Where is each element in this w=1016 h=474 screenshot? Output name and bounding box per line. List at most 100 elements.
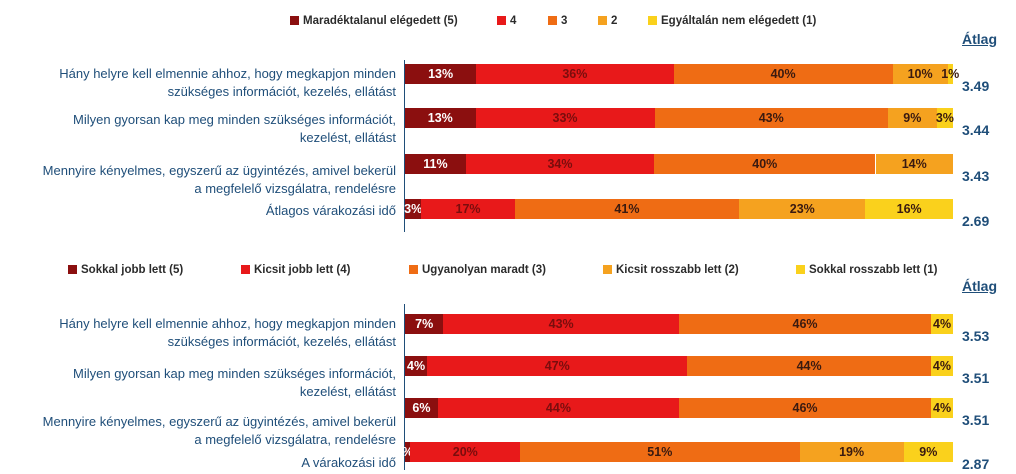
legend-swatch xyxy=(290,16,299,25)
bar-segment xyxy=(405,398,438,418)
data-label: 46% xyxy=(792,317,818,331)
bar-segment xyxy=(654,108,888,128)
legend-label: 4 xyxy=(510,15,517,27)
average-header: Átlag xyxy=(962,31,997,47)
data-label: 44% xyxy=(796,359,822,373)
data-label: 46% xyxy=(792,401,818,415)
legend-label: Maradéktalanul elégedett (5) xyxy=(303,15,458,27)
stacked-bar: 13% 33% 43% 9% 3% xyxy=(405,108,954,128)
bar-segment xyxy=(405,154,466,174)
bar-segment xyxy=(903,442,953,462)
bar-segment xyxy=(476,64,674,84)
data-label: 44% xyxy=(545,401,571,415)
bar-segment xyxy=(739,199,866,219)
bar-segment xyxy=(405,356,428,376)
legend-item: Kicsit jobb lett (4) xyxy=(241,262,350,278)
data-label: 4% xyxy=(932,359,951,373)
legend-label: Sokkal jobb lett (5) xyxy=(81,264,184,276)
legend-item: Sokkal rosszabb lett (1) xyxy=(796,262,937,278)
data-label: 13% xyxy=(428,67,454,81)
legend-item: 4 xyxy=(497,13,516,29)
row-label: kezelést, ellátást xyxy=(299,384,396,399)
legend-label: Kicsit jobb lett (4) xyxy=(254,264,351,276)
row-label: Hány helyre kell elmennie ahhoz, hogy me… xyxy=(59,66,396,81)
data-label: 20% xyxy=(452,445,478,459)
row-label: Milyen gyorsan kap meg minden szükséges … xyxy=(73,366,396,381)
data-label: 3% xyxy=(404,202,423,216)
data-label: 43% xyxy=(758,111,784,125)
legend-label: 2 xyxy=(611,15,618,27)
average-value: 3.49 xyxy=(962,78,990,94)
bar-segment xyxy=(865,199,953,219)
bar-segment xyxy=(931,398,953,418)
bar-segment xyxy=(475,108,655,128)
average-value: 3.51 xyxy=(962,412,990,428)
data-label: 13% xyxy=(427,111,453,125)
bar-segment xyxy=(679,314,932,334)
data-label: 11% xyxy=(423,157,448,171)
data-label: 41% xyxy=(614,202,640,216)
bar-segment xyxy=(410,442,521,462)
bar-segment xyxy=(443,314,679,334)
stacked-bar: % 20% 51% 19% 9% xyxy=(402,442,953,462)
bar-segment xyxy=(936,108,953,128)
row-label: a megfelelő vizsgálatra, rendelésre xyxy=(194,181,396,196)
stacked-bar: 11% 34% 40% 14% xyxy=(405,154,953,174)
data-label: 23% xyxy=(789,202,815,216)
bar-segment xyxy=(405,64,477,84)
data-label: % xyxy=(402,445,414,459)
data-label: 7% xyxy=(415,317,434,331)
stacked-bar: 4% 47% 44% 4% xyxy=(405,356,953,376)
data-label: 1% xyxy=(941,67,960,81)
row-label: Mennyire kényelmes, egyszerű az ügyintéz… xyxy=(42,414,396,429)
average-header: Átlag xyxy=(962,278,997,294)
bar-segment xyxy=(931,314,953,334)
bar-segment xyxy=(892,64,948,84)
legend-swatch xyxy=(796,265,805,274)
row-label: szükséges információt, kezelés, ellátást xyxy=(167,84,396,99)
bar-segment xyxy=(405,108,476,128)
stacked-bar: 6% 44% 46% 4% xyxy=(405,398,953,418)
data-label: 10% xyxy=(907,67,933,81)
data-label: 16% xyxy=(896,202,922,216)
bar-segment xyxy=(887,108,937,128)
legend-label: Kicsit rosszabb lett (2) xyxy=(616,264,739,276)
legend-item: 2 xyxy=(598,13,617,29)
legend-item: Kicsit rosszabb lett (2) xyxy=(603,262,739,278)
legend-item: Egyáltalán nem elégedett (1) xyxy=(648,13,816,29)
category-axis-line xyxy=(404,60,405,232)
bar-segment xyxy=(405,442,411,462)
bar-segment xyxy=(465,154,655,174)
data-label: 40% xyxy=(770,67,796,81)
average-value: 2.87 xyxy=(962,456,990,472)
bar-segment xyxy=(437,398,679,418)
legend-swatch xyxy=(648,16,657,25)
bar-segment xyxy=(930,356,953,376)
bar-segment xyxy=(947,64,953,84)
stacked-bar: 7% 43% 46% 4% xyxy=(405,314,953,334)
data-label: 9% xyxy=(919,445,938,459)
average-value: 3.53 xyxy=(962,328,990,344)
bar-segment xyxy=(799,442,904,462)
average-value: 3.44 xyxy=(962,122,990,138)
data-label: 9% xyxy=(903,111,922,125)
bar-segment xyxy=(687,356,931,376)
bar-segment xyxy=(875,154,953,174)
category-axis-line xyxy=(404,304,405,470)
data-label: 4% xyxy=(932,401,952,415)
bar-segment xyxy=(654,154,876,174)
legend: Maradéktalanul elégedett (5) 4 3 2 Egyáltalá… xyxy=(0,13,1016,29)
row-label: Hány helyre kell elmennie ahhoz, hogy me… xyxy=(59,316,396,331)
average-value: 2.69 xyxy=(962,213,990,229)
row-label: szükséges információt, kezelés, ellátást xyxy=(167,334,396,349)
legend-label: Ugyanolyan maradt (3) xyxy=(422,264,546,276)
legend-swatch xyxy=(68,265,77,274)
row-label: a megfelelő vizsgálatra, rendelésre xyxy=(194,432,396,447)
data-label: 33% xyxy=(552,111,578,125)
data-label: 36% xyxy=(562,67,588,81)
row-label: Mennyire kényelmes, egyszerű az ügyintéz… xyxy=(42,163,396,178)
row-label: Milyen gyorsan kap meg minden szükséges … xyxy=(73,112,396,127)
legend-swatch xyxy=(497,16,506,25)
legend-item: Sokkal jobb lett (5) xyxy=(68,262,183,278)
stacked-bar: 13% 36% 40% 10% 1% xyxy=(405,64,959,84)
